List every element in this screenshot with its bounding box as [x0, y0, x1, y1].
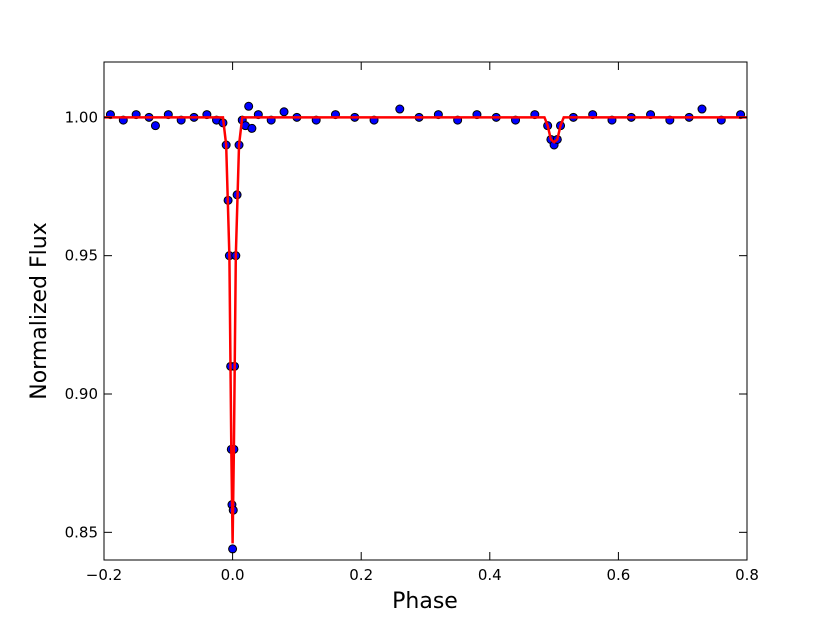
data-point: [228, 544, 238, 554]
x-tick-label: −0.2: [86, 566, 122, 584]
x-tick-label: 0.8: [735, 566, 759, 584]
model-line: [104, 116, 747, 544]
data-point: [247, 123, 257, 133]
y-tick-label: 0.85: [65, 523, 98, 541]
data-point: [150, 121, 160, 131]
y-axis-title: Normalized Flux: [27, 222, 52, 399]
y-tick-label: 0.95: [65, 247, 98, 265]
plot-area: [104, 62, 747, 560]
x-tick-label: 0.2: [349, 566, 373, 584]
data-point: [244, 101, 254, 111]
x-tick-label: 0.4: [478, 566, 502, 584]
data-point: [395, 104, 405, 114]
data-point: [279, 107, 289, 117]
x-tick-label: 0.6: [606, 566, 630, 584]
x-tick-label: 0.0: [221, 566, 245, 584]
plot-frame: [103, 61, 748, 561]
data-point: [697, 104, 707, 114]
y-tick-label: 0.90: [65, 385, 98, 403]
y-tick-label: 1.00: [65, 108, 98, 126]
x-axis-title: Phase: [392, 589, 458, 614]
plot: [104, 101, 747, 554]
